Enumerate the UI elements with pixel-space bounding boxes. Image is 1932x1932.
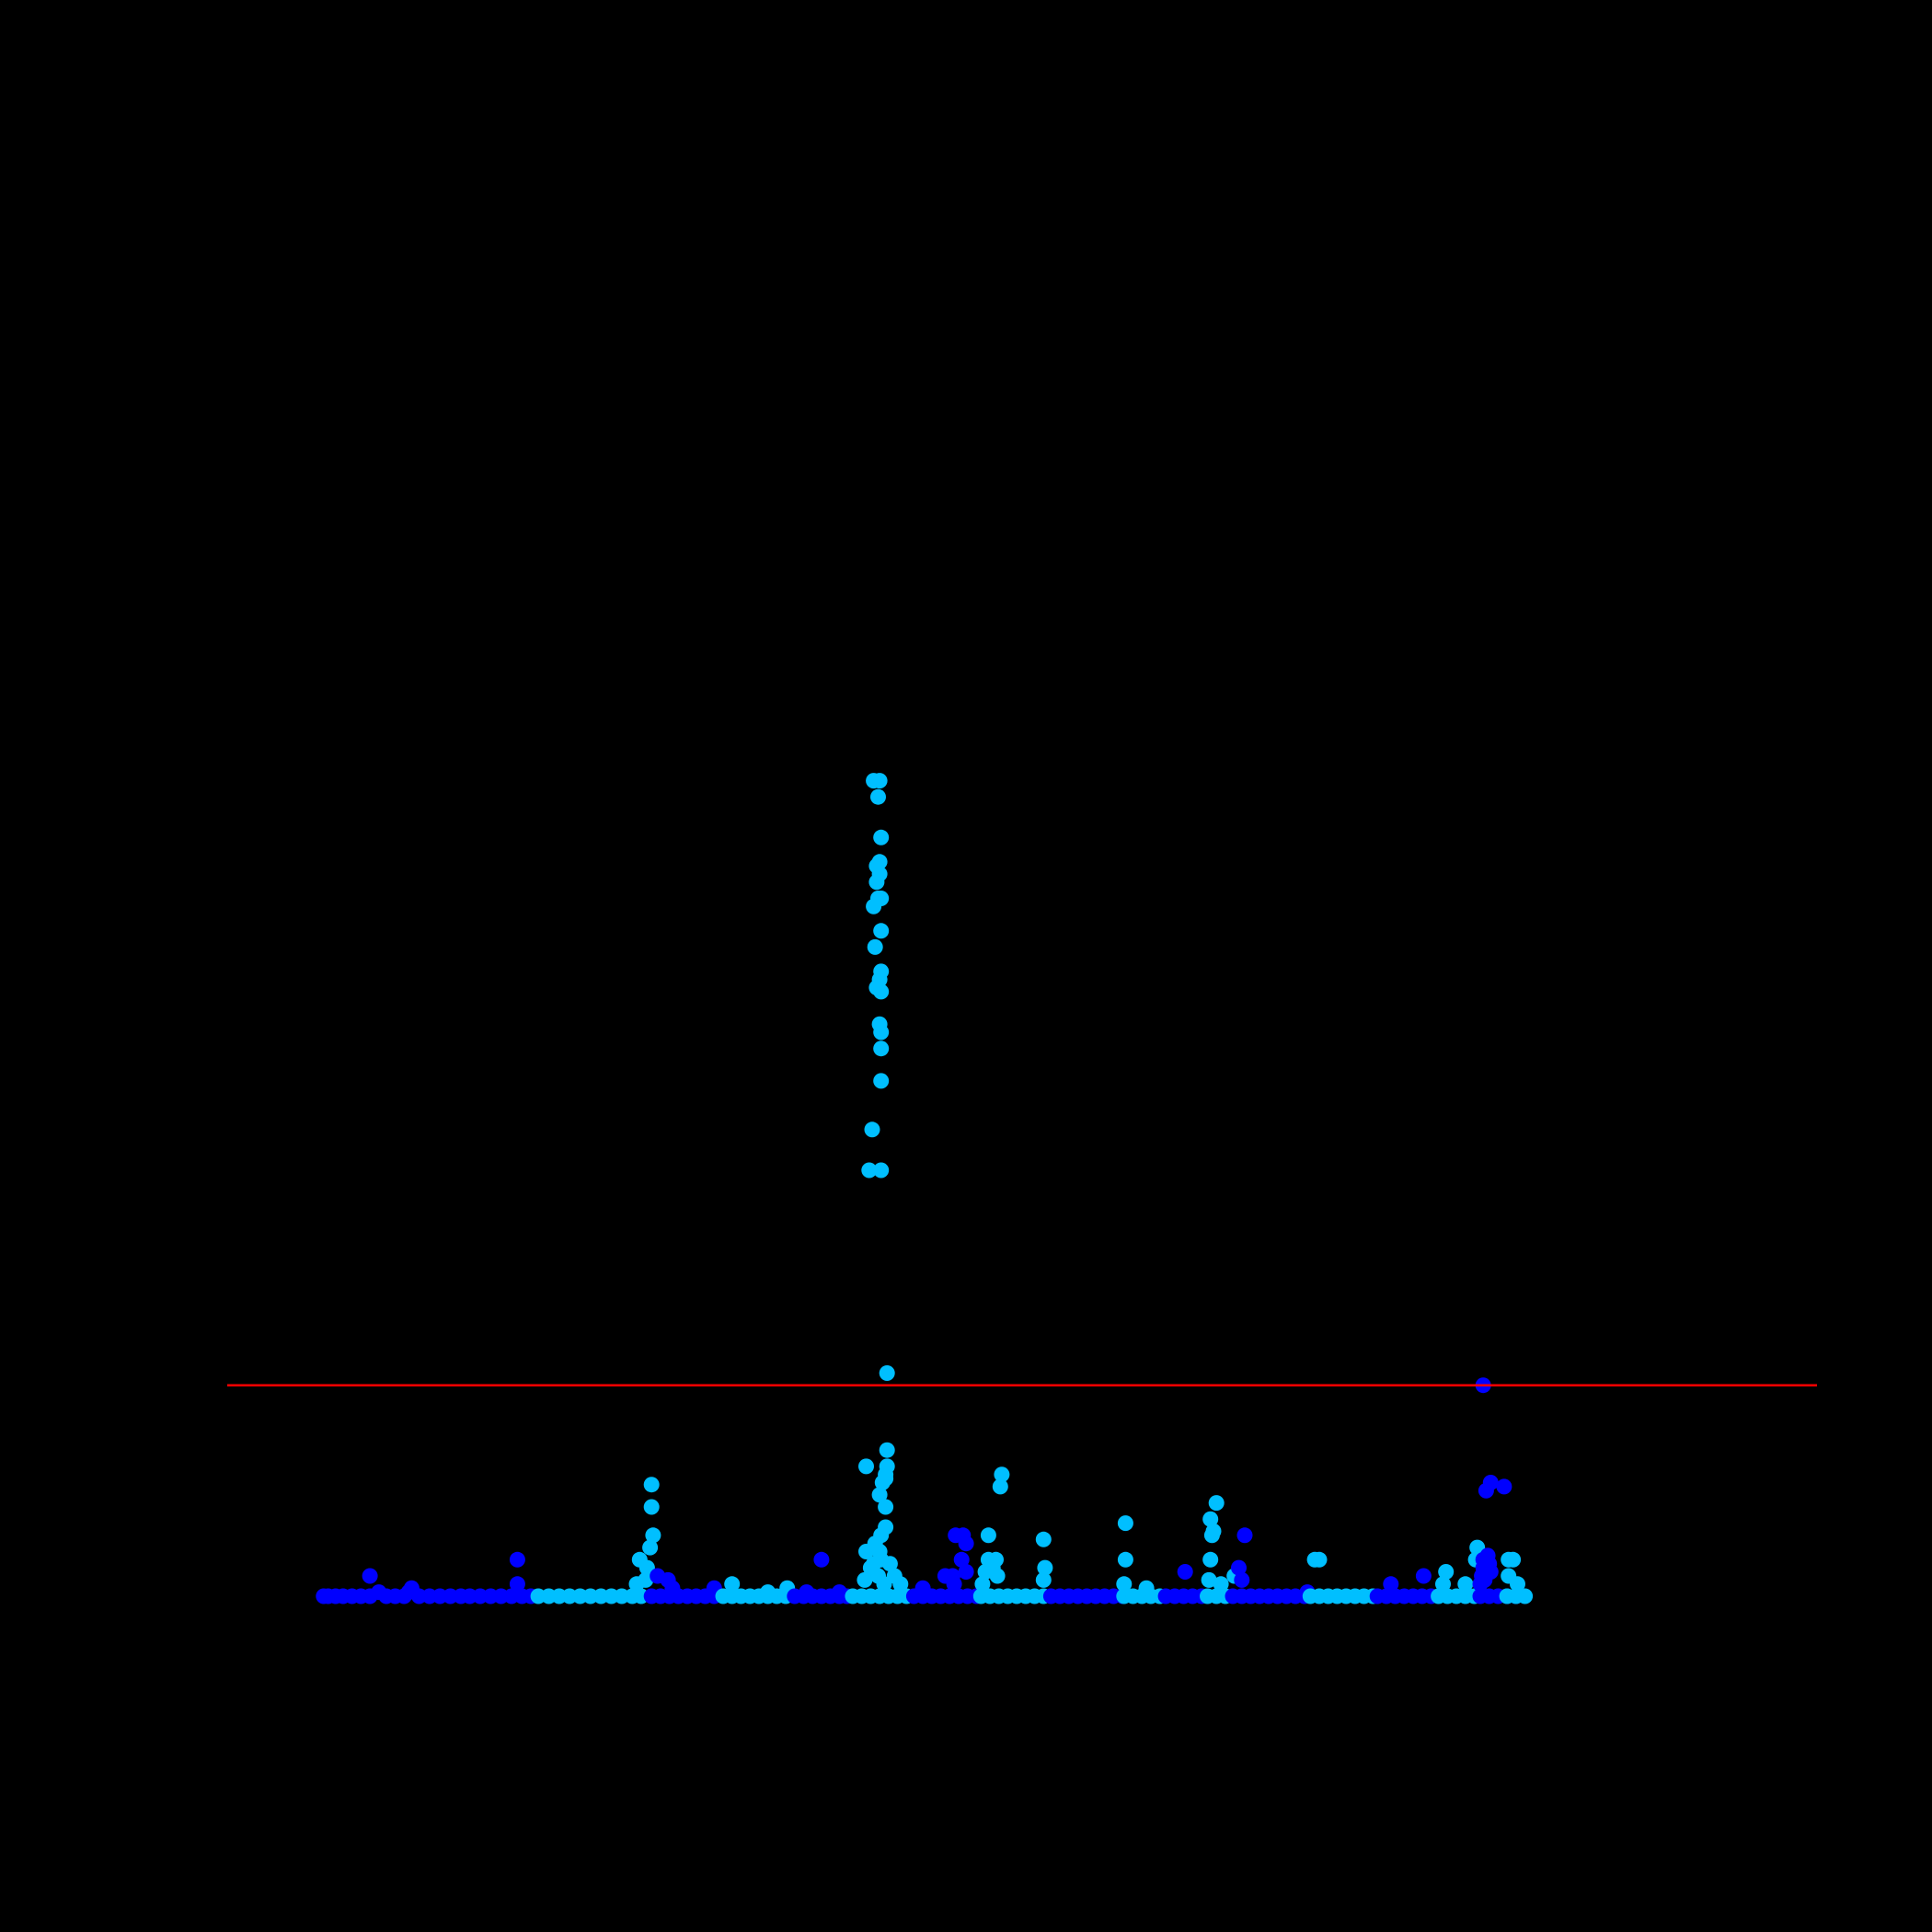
data-point-7-8 — [974, 1576, 991, 1593]
data-point-1-17 — [643, 1477, 660, 1493]
data-point-9-6 — [1117, 1551, 1133, 1568]
data-point-14-7 — [1383, 1576, 1399, 1593]
data-point-6-14 — [953, 1551, 970, 1568]
data-point-7-11 — [980, 1527, 996, 1544]
data-point-1-14 — [642, 1539, 659, 1556]
data-point-5-19 — [871, 1487, 888, 1503]
data-point-5-18 — [878, 1499, 894, 1515]
data-point-12-11 — [1236, 1527, 1253, 1544]
data-point-4-8 — [813, 1551, 830, 1568]
data-point-6-8 — [914, 1580, 931, 1596]
data-point-1-18 — [638, 1571, 654, 1588]
data-point-7-17 — [1035, 1531, 1052, 1547]
data-point-7-19 — [1035, 1571, 1052, 1588]
data-point-5-26 — [881, 1556, 898, 1572]
data-point-11-6 — [1205, 1523, 1222, 1539]
data-point-10-5 — [1177, 1564, 1193, 1580]
data-point-1-15 — [645, 1527, 661, 1544]
data-point-7-18 — [1037, 1559, 1053, 1576]
data-point-9-5 — [1116, 1576, 1133, 1593]
data-point-5-50 — [873, 829, 890, 845]
data-point-11-9 — [1213, 1576, 1229, 1593]
data-point-0-24 — [362, 1568, 378, 1584]
data-point-5-51 — [870, 788, 886, 805]
data-point-14-8 — [1415, 1568, 1432, 1584]
data-point-6-13 — [958, 1535, 974, 1552]
data-point-5-24 — [879, 1442, 895, 1458]
data-point-11-7 — [1202, 1511, 1219, 1527]
data-point-15-7 — [1457, 1576, 1474, 1593]
data-point-0-26 — [509, 1551, 525, 1568]
data-point-17-5 — [1505, 1551, 1522, 1568]
data-point-5-31 — [873, 1162, 890, 1179]
data-point-5-36 — [871, 1016, 888, 1032]
data-point-4-9 — [831, 1584, 847, 1601]
data-point-4-7 — [799, 1584, 815, 1601]
data-point-0-27 — [509, 1576, 525, 1593]
data-point-16-12 — [1482, 1564, 1499, 1580]
data-point-11-4 — [1202, 1551, 1219, 1568]
data-point-11-3 — [1201, 1571, 1217, 1588]
data-point-12-9 — [1231, 1559, 1247, 1576]
data-point-5-42 — [873, 923, 890, 939]
data-point-5-34 — [873, 1041, 890, 1057]
data-point-15-5 — [1435, 1576, 1451, 1593]
data-point-13-9 — [1311, 1551, 1328, 1568]
data-point-7-15 — [992, 1478, 1008, 1495]
data-point-5-53 — [866, 773, 882, 789]
data-point-5-33 — [873, 1073, 890, 1089]
data-point-0-25 — [400, 1584, 417, 1601]
data-point-5-32 — [864, 1121, 880, 1138]
data-point-2-10 — [664, 1580, 681, 1596]
data-point-5-7 — [857, 1571, 873, 1588]
data-point-5-30 — [861, 1162, 878, 1179]
data-point-3-8 — [724, 1576, 741, 1593]
data-point-5-49 — [871, 854, 888, 870]
data-point-7-13 — [988, 1551, 1004, 1568]
data-point-5-28 — [892, 1576, 909, 1593]
data-point-5-17 — [878, 1519, 894, 1535]
data-point-3-9 — [760, 1584, 776, 1601]
data-point-12-10 — [1234, 1571, 1250, 1588]
data-point-16-14 — [1482, 1475, 1499, 1490]
data-point-5-23 — [879, 1458, 895, 1475]
data-point-7-14 — [989, 1568, 1006, 1584]
data-point-1-16 — [643, 1499, 660, 1515]
data-point-15-6 — [1438, 1564, 1455, 1580]
data-point-17-2 — [1517, 1588, 1534, 1604]
data-point-11-8 — [1208, 1495, 1225, 1512]
data-point-5-25 — [858, 1458, 874, 1475]
data-point-5-45 — [873, 891, 890, 906]
data-point-9-8 — [1138, 1580, 1155, 1596]
data-point-5-40 — [873, 963, 890, 980]
data-point-17-6 — [1510, 1576, 1525, 1593]
data-point-9-7 — [1117, 1515, 1133, 1532]
data-point-5-41 — [867, 938, 883, 955]
data-point-6-16 — [946, 1576, 962, 1593]
data-point-5-29 — [879, 1365, 895, 1381]
data-points — [316, 773, 1534, 1604]
data-point-6-15 — [958, 1564, 974, 1580]
data-point-16-15 — [1496, 1478, 1512, 1495]
data-point-7-16 — [994, 1466, 1010, 1483]
